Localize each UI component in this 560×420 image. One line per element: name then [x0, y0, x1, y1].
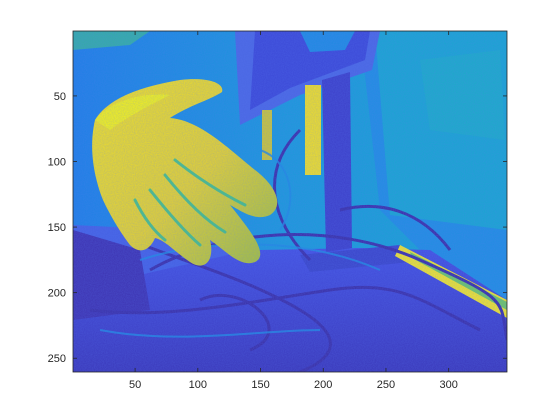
y-tick-label: 50	[54, 91, 66, 103]
x-tick-label: 50	[129, 379, 141, 391]
x-tick-label: 100	[189, 379, 207, 391]
x-tick-label: 150	[251, 379, 269, 391]
plot-area	[73, 31, 507, 372]
y-tick-label: 200	[48, 288, 66, 300]
y-tick-label: 100	[48, 156, 66, 168]
y-axis: 50 100 150 200 250	[48, 91, 507, 365]
x-tick-label: 300	[439, 379, 457, 391]
x-tick-label: 200	[314, 379, 332, 391]
x-tick-label: 250	[377, 379, 395, 391]
y-tick-label: 250	[48, 353, 66, 365]
axes-box	[72, 30, 508, 373]
y-tick-label: 150	[48, 222, 66, 234]
x-axis: 50 100 150 200 250 300	[129, 31, 458, 391]
thermal-image	[73, 31, 507, 372]
